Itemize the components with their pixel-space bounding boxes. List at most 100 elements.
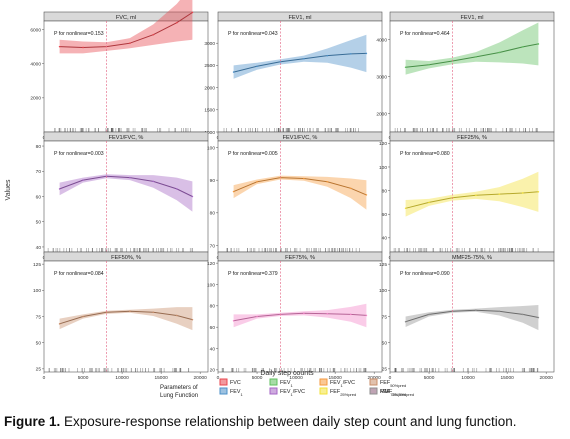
legend-label-tail: /FVC — [293, 389, 305, 395]
legend-label-base: FEV — [330, 380, 341, 386]
data-point — [428, 63, 430, 66]
x-tick-label: 15000 — [328, 375, 342, 381]
x-tick-label: 20000 — [540, 375, 554, 381]
data-point — [521, 46, 524, 48]
nonlinearity-annotation: P for nonlinear=0.464 — [400, 31, 450, 37]
panel-grid: FVC, ml20004000600005000100001500020000P… — [30, 0, 555, 381]
data-point — [521, 192, 524, 194]
data-point — [256, 181, 258, 183]
y-tick-label: 100 — [379, 288, 387, 294]
panel-title: FEV1, ml — [460, 15, 483, 21]
legend-label-subscript: 25-75%pred — [392, 392, 414, 397]
y-tick-label: 60 — [36, 194, 42, 200]
data-point — [232, 319, 235, 322]
confidence-band — [233, 303, 367, 328]
legend-label-3: FEV1 — [280, 380, 293, 388]
data-point — [82, 315, 84, 318]
rug-marks — [223, 128, 359, 132]
y-tick-label: 75 — [36, 314, 42, 320]
rug-marks — [394, 128, 538, 132]
data-point — [326, 313, 329, 315]
nonlinearity-annotation: P for nonlinear=0.080 — [400, 151, 450, 157]
data-point — [303, 177, 305, 180]
data-point — [191, 195, 194, 198]
data-point — [428, 201, 430, 204]
legend-title-line1: Parameters of — [160, 385, 198, 391]
data-point — [152, 33, 155, 36]
legend-label-6: FEF25%pred — [330, 389, 356, 397]
data-point — [498, 310, 501, 313]
data-point — [303, 312, 305, 315]
nonlinearity-annotation: P for nonlinear=0.005 — [228, 151, 278, 157]
panel-title: FEV1/FVC, % — [109, 135, 144, 141]
legend-label-subscript: 1 — [290, 392, 293, 397]
data-point — [303, 57, 305, 60]
legend-label-base: MMF — [380, 389, 393, 395]
data-point — [365, 194, 368, 196]
x-tick-label: 10000 — [461, 375, 475, 381]
data-point — [404, 66, 407, 69]
confidence-band — [405, 171, 539, 217]
data-point — [58, 323, 61, 325]
y-tick-label: 50 — [382, 340, 388, 346]
data-point — [232, 190, 235, 193]
x-tick-label: 0 — [389, 375, 392, 381]
y-tick-label: 40 — [382, 236, 388, 242]
legend-label-subscript: 1 — [340, 383, 343, 388]
legend-label-subscript: 1 — [240, 392, 243, 397]
y-tick-label: 3000 — [376, 74, 387, 80]
confidence-band — [59, 0, 193, 54]
data-point — [521, 313, 524, 316]
legend-key-2 — [219, 387, 228, 395]
data-point — [191, 11, 194, 14]
panel-2: FEV1, ml10001500200025003000050001000015… — [204, 11, 383, 141]
panel-plot-area — [389, 20, 555, 133]
panel-title: FEV1, ml — [288, 15, 311, 21]
legend-label-base: FEV — [280, 389, 291, 395]
y-tick-label: 25 — [36, 367, 42, 373]
y-tick-label: 4000 — [30, 61, 41, 67]
y-tick-label: 4000 — [376, 37, 387, 43]
legend-key-5 — [319, 378, 328, 386]
y-tick-label: 125 — [33, 262, 41, 268]
data-point — [82, 46, 84, 49]
legend-label-base: FEV — [230, 389, 241, 395]
data-point — [129, 176, 131, 179]
legend-label-2: FEV1 — [230, 389, 243, 397]
data-point — [256, 65, 258, 68]
y-tick-label: 100 — [207, 145, 215, 151]
y-tick-label: 75 — [382, 314, 388, 320]
data-point — [349, 187, 352, 190]
y-tick-label: 90 — [210, 178, 216, 184]
data-point — [175, 21, 178, 24]
data-point — [152, 180, 155, 183]
panel-plot-area — [217, 140, 383, 253]
data-point — [105, 311, 108, 314]
data-point — [365, 52, 368, 55]
legend-label-base: FVC — [230, 380, 241, 386]
legend-key-1 — [219, 378, 228, 386]
data-point — [537, 190, 540, 193]
y-tick-label: 50 — [36, 340, 42, 346]
x-tick-label: 10000 — [289, 375, 303, 381]
y-tick-label: 100 — [379, 165, 387, 171]
legend-label-4: FEV1/FVC — [280, 389, 305, 397]
legend-label-5: FEV1/FVC — [330, 380, 355, 388]
data-point — [475, 56, 477, 58]
legend-title-line2: Lung Function — [160, 393, 198, 399]
y-tick-label: 120 — [207, 261, 215, 267]
data-point — [152, 311, 155, 314]
y-tick-label: 2000 — [204, 85, 215, 91]
rug-marks — [393, 248, 539, 252]
legend-label-subscript: 75%pred — [390, 392, 406, 397]
legend-label-subscript: 1 — [290, 383, 293, 388]
panel-6: FEF25%, %4060801001200500010000150002000… — [379, 131, 555, 261]
rug-marks — [394, 368, 539, 372]
figure-caption: Figure 1. Exposure-response relationship… — [4, 414, 566, 429]
legend-key-7 — [369, 378, 378, 386]
panel-7: FEF50%, % 25 50 75 100 125 0 5000 10000 15000 2000… — [33, 251, 209, 381]
nonlinearity-annotation: P for nonlinear=0.043 — [228, 31, 278, 37]
data-point — [537, 316, 540, 319]
panel-title: MMF25-75%, % — [452, 255, 492, 261]
y-tick-label: 80 — [382, 188, 388, 194]
